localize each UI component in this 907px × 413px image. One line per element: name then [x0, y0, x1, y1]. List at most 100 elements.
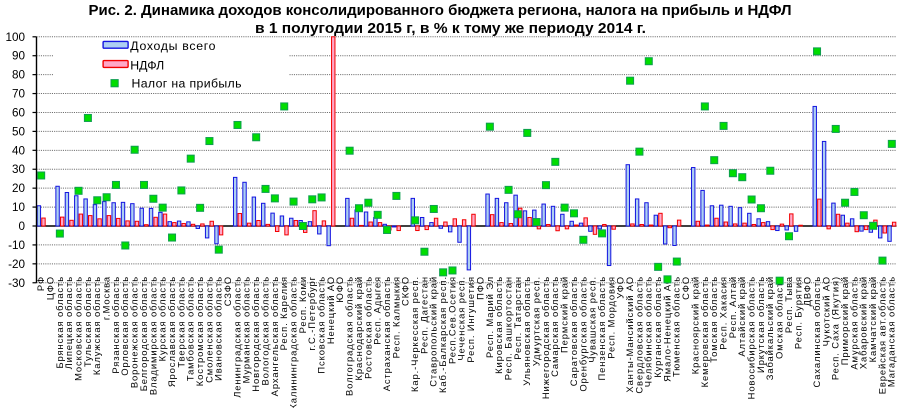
svg-text:СКФО: СКФО: [400, 276, 411, 306]
svg-text:Ульяновская область: Ульяновская область: [521, 276, 532, 386]
svg-text:Ханты-Мансийский АО: Ханты-Мансийский АО: [624, 276, 635, 393]
svg-text:Респ. Бурятия: Респ. Бурятия: [792, 276, 803, 349]
svg-text:Ставропольский край: Ставропольский край: [428, 276, 439, 387]
svg-text:-10: -10: [8, 239, 25, 252]
svg-text:Респ. Калмыкия: Респ. Калмыкия: [390, 276, 401, 358]
svg-text:Краснодарский край: Краснодарский край: [353, 276, 364, 381]
svg-text:СФО: СФО: [680, 276, 691, 300]
svg-text:СЗФО: СЗФО: [222, 276, 233, 306]
svg-text:Владимирская область: Владимирская область: [147, 276, 158, 395]
svg-text:Омская область: Омская область: [774, 276, 785, 359]
svg-text:в 1 полугодии 2015 г, в % к то: в 1 полугодии 2015 г, в % к тому же пери…: [255, 20, 646, 37]
svg-text:Респ. Марий Эл: Респ. Марий Эл: [484, 276, 495, 358]
svg-text:ПФО: ПФО: [474, 276, 485, 300]
svg-text:ДВФО: ДВФО: [802, 276, 813, 306]
svg-text:Респ. Башкортостан: Респ. Башкортостан: [502, 276, 513, 380]
svg-text:г.Москва: г.Москва: [101, 276, 112, 320]
svg-text:Кировская область: Кировская область: [493, 276, 504, 374]
svg-text:Липецкая область: Липецкая область: [63, 276, 74, 369]
svg-text:Курганская область: Курганская область: [652, 276, 663, 378]
svg-text:Томская область: Томская область: [708, 276, 719, 363]
svg-text:Воронежская область: Воронежская область: [129, 276, 140, 388]
svg-text:Челябинская область: Челябинская область: [643, 276, 654, 387]
svg-text:Свердловская область: Свердловская область: [633, 276, 644, 394]
svg-text:Калининградская область: Калининградская область: [287, 276, 298, 408]
svg-text:Ивановская область: Ивановская область: [213, 276, 224, 381]
svg-text:Амурская область: Амурская область: [848, 276, 859, 370]
svg-text:Ненецкий АО: Ненецкий АО: [325, 276, 336, 344]
svg-text:ЦФО: ЦФО: [44, 276, 55, 300]
svg-text:Вологодская область: Вологодская область: [259, 276, 270, 385]
svg-text:Нижегородская область: Нижегородская область: [540, 276, 551, 399]
svg-text:Респ. Мордовия: Респ. Мордовия: [605, 276, 616, 359]
svg-text:Респ.Сев.Осетия: Респ.Сев.Осетия: [446, 276, 457, 364]
svg-text:Ленинградская область: Ленинградская область: [231, 276, 242, 398]
svg-text:Костромская область: Костромская область: [194, 276, 205, 386]
svg-text:Респ. Ингушетия: Респ. Ингушетия: [465, 276, 476, 363]
svg-text:Респ. Алтай: Респ. Алтай: [727, 276, 738, 338]
svg-text:Еврейская авт.область: Еврейская авт.область: [876, 276, 887, 394]
svg-text:ЮФО: ЮФО: [334, 276, 345, 303]
svg-text:60: 60: [12, 106, 26, 119]
svg-text:Белгородская область: Белгородская область: [138, 276, 149, 391]
svg-text:Каб.-Балкарская респ.: Каб.-Балкарская респ.: [437, 276, 448, 393]
svg-text:Рис. 2. Динамика доходов консо: Рис. 2. Динамика доходов консолидированн…: [89, 2, 792, 19]
svg-text:Доходы всего: Доходы всего: [130, 39, 215, 53]
svg-text:30: 30: [12, 163, 26, 176]
svg-text:Алтайский край: Алтайский край: [736, 276, 747, 357]
svg-text:РФ: РФ: [35, 276, 46, 291]
svg-text:Забайкальский край: Забайкальский край: [764, 276, 775, 380]
svg-text:Астраханская область: Астраханская область: [381, 276, 392, 391]
svg-text:Красноярский край: Красноярский край: [689, 276, 700, 374]
svg-text:Псковская область: Псковская область: [316, 276, 327, 374]
svg-text:Приморский край: Приморский край: [839, 276, 850, 365]
svg-text:Пензенская область: Пензенская область: [596, 276, 607, 381]
svg-text:Курская область: Курская область: [157, 276, 168, 361]
svg-text:Брянская область: Брянская область: [54, 276, 65, 369]
svg-text:-20: -20: [8, 258, 25, 271]
svg-text:Тамбовская область: Тамбовская область: [185, 276, 196, 381]
svg-text:Волгоградская область: Волгоградская область: [344, 276, 355, 396]
svg-text:Тульская область: Тульская область: [82, 276, 93, 367]
svg-text:0: 0: [18, 220, 25, 233]
svg-text:г.С.-Петербург: г.С.-Петербург: [306, 276, 317, 351]
svg-text:Хабаровский край: Хабаровский край: [858, 276, 869, 369]
svg-text:100: 100: [5, 31, 25, 44]
svg-text:Ростовская область: Ростовская область: [362, 276, 373, 379]
svg-text:Налог на прибыль: Налог на прибыль: [132, 77, 242, 91]
svg-text:50: 50: [12, 125, 26, 138]
svg-text:Респ. Тыва: Респ. Тыва: [783, 276, 794, 333]
svg-text:Кар.-Черкесская респ.: Кар.-Черкесская респ.: [409, 276, 420, 392]
svg-text:Мурманская область: Мурманская область: [241, 276, 252, 383]
svg-text:Самарская область: Самарская область: [549, 276, 560, 377]
svg-text:70: 70: [12, 88, 26, 101]
svg-text:Респ. Саха (Якутия): Респ. Саха (Якутия): [830, 276, 841, 380]
svg-text:90: 90: [12, 50, 26, 63]
svg-text:Респ. Хакасия: Респ. Хакасия: [717, 276, 728, 350]
svg-text:Респ. Коми: Респ. Коми: [297, 276, 308, 333]
svg-text:Новгородская область: Новгородская область: [250, 276, 261, 392]
svg-text:Ямало-Ненецкий АО: Ямало-Ненецкий АО: [661, 276, 672, 382]
svg-text:Магаданская область: Магаданская область: [886, 276, 897, 387]
svg-text:Иркутская область: Иркутская область: [755, 276, 766, 373]
svg-text:Удмуртская респ.: Удмуртская респ.: [531, 276, 542, 366]
svg-text:Архангельская область: Архангельская область: [269, 276, 280, 396]
svg-text:Респ. Дагестан: Респ. Дагестан: [418, 276, 429, 354]
svg-text:Респ. Татарстан: Респ. Татарстан: [512, 276, 523, 360]
svg-text:20: 20: [12, 182, 26, 195]
svg-text:Респ. Карелия: Респ. Карелия: [278, 276, 289, 350]
svg-text:Орловская область: Орловская область: [119, 276, 130, 376]
svg-text:10: 10: [12, 201, 26, 214]
svg-text:Тверская область: Тверская область: [175, 276, 186, 368]
svg-text:40: 40: [12, 144, 26, 157]
svg-text:Чувашская респ.: Чувашская респ.: [587, 276, 598, 363]
svg-text:-30: -30: [8, 277, 25, 290]
svg-text:Камчатский край: Камчатский край: [867, 276, 878, 362]
svg-text:Московская область: Московская область: [72, 276, 83, 381]
svg-text:Калужская область: Калужская область: [91, 276, 102, 375]
svg-text:НДФЛ: НДФЛ: [130, 58, 164, 72]
svg-text:Ярославская область: Ярославская область: [166, 276, 177, 387]
svg-text:Оренбургская область: Оренбургская область: [577, 276, 588, 392]
svg-text:Саратовская область: Саратовская область: [568, 276, 579, 386]
svg-text:Чеченская респ.: Чеченская респ.: [456, 276, 467, 361]
